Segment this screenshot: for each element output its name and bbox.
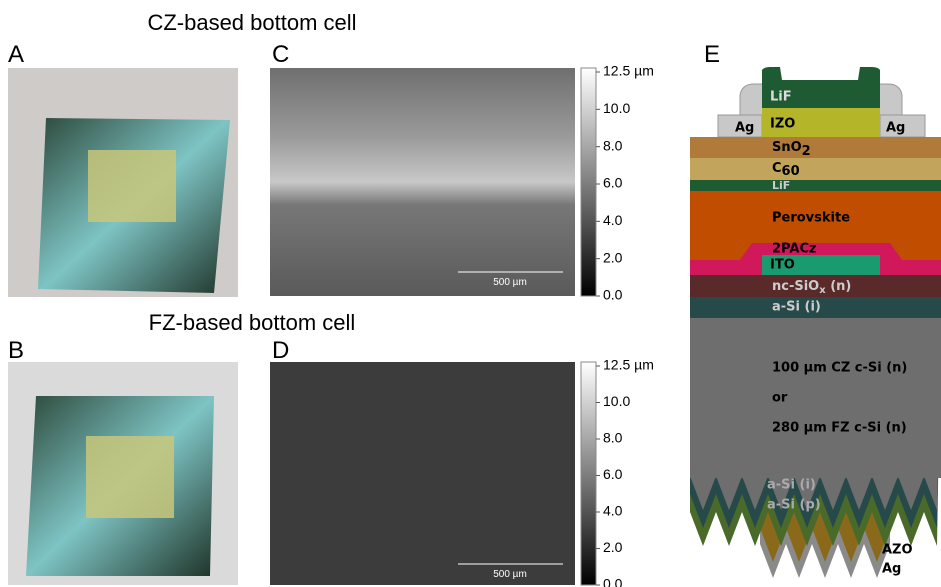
height-map — [270, 68, 575, 296]
layer-label: nc-SiOx (n) — [772, 279, 851, 297]
section-title: CZ-based bottom cell — [147, 10, 356, 35]
layer — [690, 318, 941, 478]
colorbar-label: 12.5 µm — [603, 357, 654, 373]
layer-label: Ag — [886, 121, 905, 136]
colorbar-label: 10.0 — [603, 393, 630, 409]
layer-label: a-Si (p) — [767, 498, 821, 513]
layer-label: 2PACz — [772, 242, 817, 257]
layer-label: AZO — [882, 543, 913, 558]
colorbar-label: 0.0 — [603, 287, 623, 303]
layer-label: a-Si (i) — [767, 478, 816, 493]
scale-bar-label: 500 µm — [493, 569, 527, 580]
layer — [690, 158, 941, 180]
panel-label: C — [272, 41, 289, 68]
layer-label: 100 µm CZ c-Si (n) — [772, 361, 907, 376]
layer-label: Ag — [735, 121, 754, 136]
panel-label: E — [704, 41, 720, 68]
figure: CZ-based bottom cell A C 500 µm FZ-based… — [0, 0, 941, 587]
layer-label: ITO — [770, 258, 795, 273]
panel-label: A — [8, 41, 24, 68]
panel-label: D — [272, 337, 289, 364]
layer-label: 280 µm FZ c-Si (n) — [772, 421, 907, 436]
colorbar-label: 10.0 — [603, 100, 630, 116]
panel-label: B — [8, 337, 24, 364]
colorbar-label: 0.0 — [603, 576, 623, 587]
layer-label: a-Si (i) — [772, 300, 821, 315]
layer — [690, 137, 941, 158]
colorbar-label: 8.0 — [603, 137, 623, 153]
scale-bar-label: 500 µm — [493, 277, 527, 288]
section-title: FZ-based bottom cell — [149, 310, 356, 335]
cell-area — [88, 150, 176, 222]
layer — [690, 180, 941, 191]
colorbar-label: 8.0 — [603, 430, 623, 446]
layer-label: Perovskite — [772, 211, 850, 226]
colorbar — [581, 68, 596, 296]
height-map — [270, 362, 575, 585]
colorbar-label: 6.0 — [603, 466, 623, 482]
cell-area — [86, 436, 174, 518]
layer-label: or — [772, 391, 788, 406]
colorbar-label: 6.0 — [603, 175, 623, 191]
colorbar-label: 4.0 — [603, 503, 623, 519]
colorbar-label: 2.0 — [603, 539, 623, 555]
layer-label: IZO — [770, 117, 795, 132]
colorbar-label: 2.0 — [603, 249, 623, 265]
colorbar — [581, 362, 596, 585]
colorbar-label: 12.5 µm — [603, 63, 654, 79]
layer-label: LiF — [770, 90, 792, 105]
layer-label: Ag — [882, 562, 901, 577]
colorbar-label: 4.0 — [603, 212, 623, 228]
layer-label: LiF — [772, 179, 790, 192]
